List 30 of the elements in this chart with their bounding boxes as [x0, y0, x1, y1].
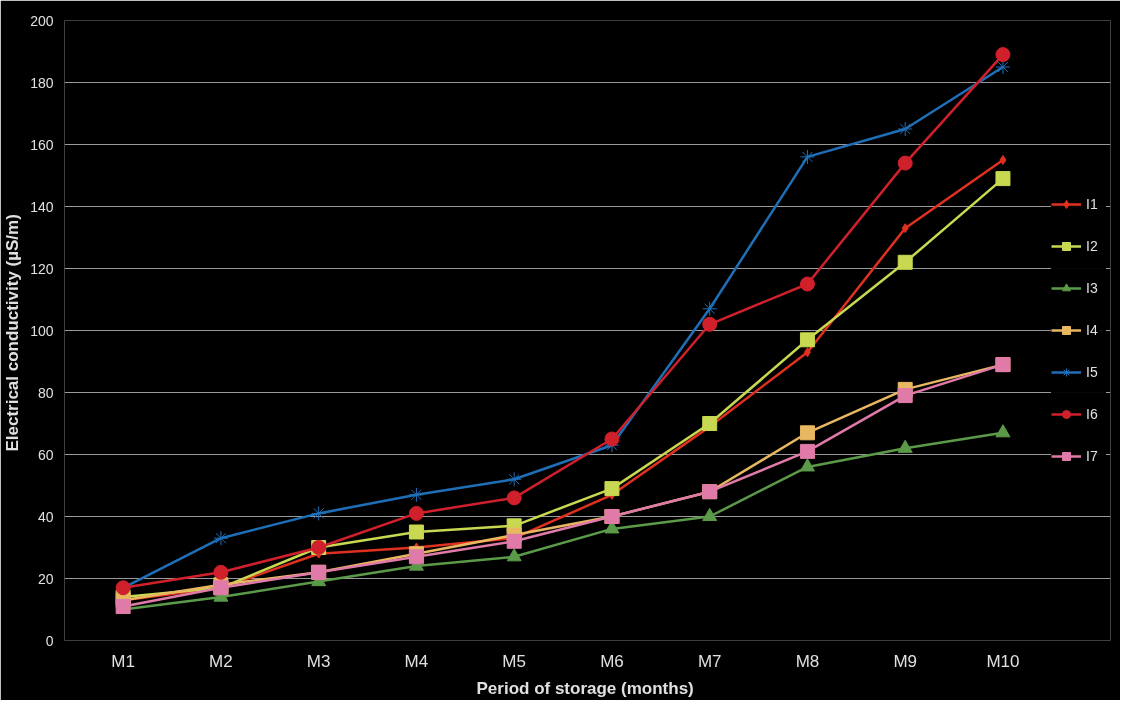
y-tick-label: 40: [37, 508, 54, 525]
y-tick-label: 180: [30, 74, 54, 91]
y-tick-label: 80: [37, 384, 54, 401]
legend-label: I4: [1086, 322, 1099, 338]
legend-label: I3: [1086, 280, 1099, 296]
y-tick-label: 120: [30, 260, 54, 277]
legend-label: I1: [1086, 196, 1099, 212]
y-tick-label: 200: [30, 12, 54, 29]
x-tick-label: M5: [502, 651, 526, 671]
x-tick-label: M1: [111, 651, 135, 671]
x-tick-label: M2: [209, 651, 233, 671]
legend-label: I6: [1086, 406, 1099, 422]
y-tick-label: 60: [37, 446, 54, 463]
x-axis-title: Period of storage (months): [476, 678, 694, 698]
legend-label: I5: [1086, 364, 1099, 380]
x-tick-label: M7: [697, 651, 722, 671]
y-axis-title: Electrical conductivity (µS/m): [3, 214, 23, 452]
y-tick-label: 100: [30, 322, 54, 339]
legend-label: I7: [1086, 448, 1099, 464]
legend-label: I2: [1086, 238, 1099, 254]
x-tick-label: M9: [893, 651, 918, 671]
x-tick-label: M10: [986, 651, 1020, 671]
x-tick-label: M6: [600, 651, 624, 671]
x-tick-label: M4: [404, 651, 429, 671]
y-tick-label: 0: [45, 632, 54, 649]
y-tick-label: 140: [30, 198, 54, 215]
x-tick-label: M8: [795, 651, 820, 671]
x-tick-label: M3: [306, 651, 331, 671]
y-tick-label: 20: [37, 570, 54, 587]
y-tick-label: 160: [30, 136, 54, 153]
